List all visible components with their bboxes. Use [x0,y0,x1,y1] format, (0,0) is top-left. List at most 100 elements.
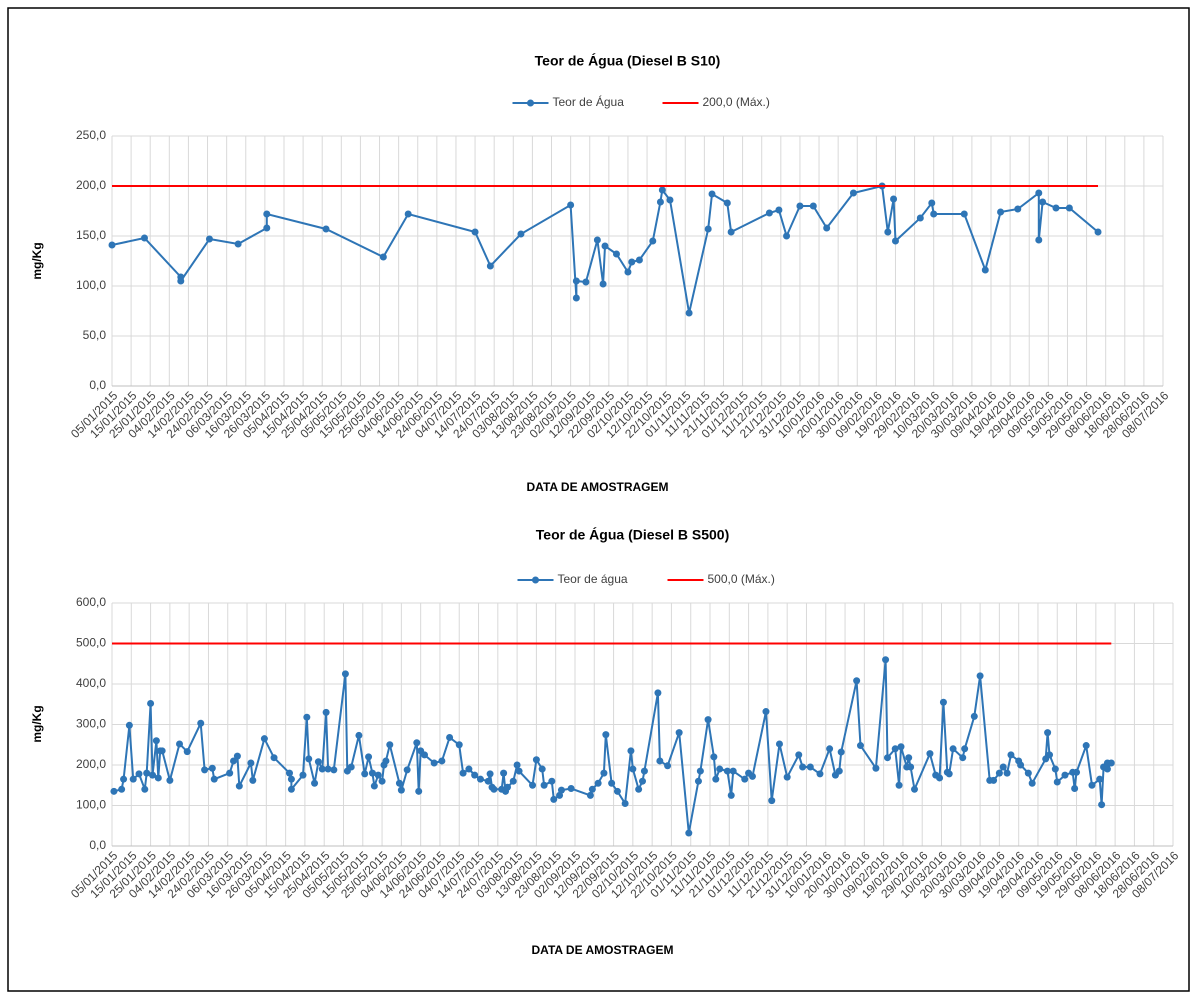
data-point [1053,778,1061,786]
data-point [208,764,216,772]
y-tick-label: 0,0 [89,378,106,392]
data-point [960,210,968,218]
data-point [285,769,293,777]
legend-label: 200,0 (Máx.) [703,95,770,109]
legend-marker [532,576,539,584]
data-point [287,775,295,783]
data-point [696,767,704,775]
data-point [1007,751,1015,759]
data-point [538,765,546,773]
data-point [509,777,517,785]
data-point [1046,751,1054,759]
data-point [567,784,575,792]
data-point [1103,765,1111,773]
data-point [459,769,467,777]
data-point [572,277,580,285]
data-point [656,757,664,765]
data-point [205,235,213,243]
data-point [415,787,423,795]
data-point [741,775,749,783]
data-point [413,739,421,747]
data-point [1035,189,1043,197]
data-point [330,766,338,774]
data-point [532,756,540,764]
data-point [572,294,580,302]
data-point [183,748,191,756]
x-axis-title: DATA DE AMOSTRAGEM [532,943,674,957]
data-point [849,189,857,197]
data-point [513,761,521,769]
data-point [897,743,905,751]
data-point [884,228,892,236]
y-tick-label: 400,0 [76,676,106,690]
data-point [710,753,718,761]
data-point [110,787,118,795]
data-point [226,769,234,777]
data-point [1096,775,1104,783]
data-point [1014,205,1022,213]
x-axis-title: DATA DE AMOSTRAGEM [527,480,669,494]
data-point [374,771,382,779]
data-point [586,791,594,799]
data-point [911,785,919,793]
data-point [318,765,326,773]
data-point [147,699,155,707]
data-point [981,266,989,274]
data-point [895,781,903,789]
y-tick-label: 100,0 [76,798,106,812]
data-point [928,199,936,207]
data-point [260,735,268,743]
data-point [249,776,257,784]
data-point [712,775,720,783]
data-point [430,759,438,767]
data-point [303,713,311,721]
data-point [141,785,149,793]
data-point [990,776,998,784]
data-point [550,795,558,803]
data-point [765,209,773,217]
data-point [945,770,953,778]
data-point [129,775,137,783]
data-point [704,716,712,724]
data-point [654,689,662,697]
data-point [1082,742,1090,750]
data-point [1039,198,1047,206]
data-point [471,771,479,779]
data-point [999,763,1007,771]
data-point [837,748,845,756]
data-point [723,199,731,207]
data-point [135,770,143,778]
data-point [201,766,209,774]
data-point [361,770,369,778]
data-point [322,708,330,716]
data-point [768,797,776,805]
data-point [891,745,899,753]
data-point [287,785,295,793]
y-tick-label: 600,0 [76,595,106,609]
data-point [1003,769,1011,777]
data-point [640,767,648,775]
data-point [809,202,817,210]
data-point [624,268,632,276]
data-point [806,763,814,771]
data-point [557,786,565,794]
data-point [628,258,636,266]
data-point [649,237,657,245]
data-point [970,712,978,720]
data-point [835,767,843,775]
data-point [379,253,387,261]
data-point [235,782,243,790]
data-point [314,758,322,766]
data-point [177,277,185,285]
data-point [341,670,349,678]
data-point [905,754,913,762]
data-point [608,779,616,787]
data-point [378,777,386,785]
data-point [727,791,735,799]
data-point [1044,729,1052,737]
data-point [658,186,666,194]
data-point [154,774,162,782]
data-point [704,225,712,233]
legend-label: Teor de Água [553,94,625,109]
data-point [120,775,128,783]
